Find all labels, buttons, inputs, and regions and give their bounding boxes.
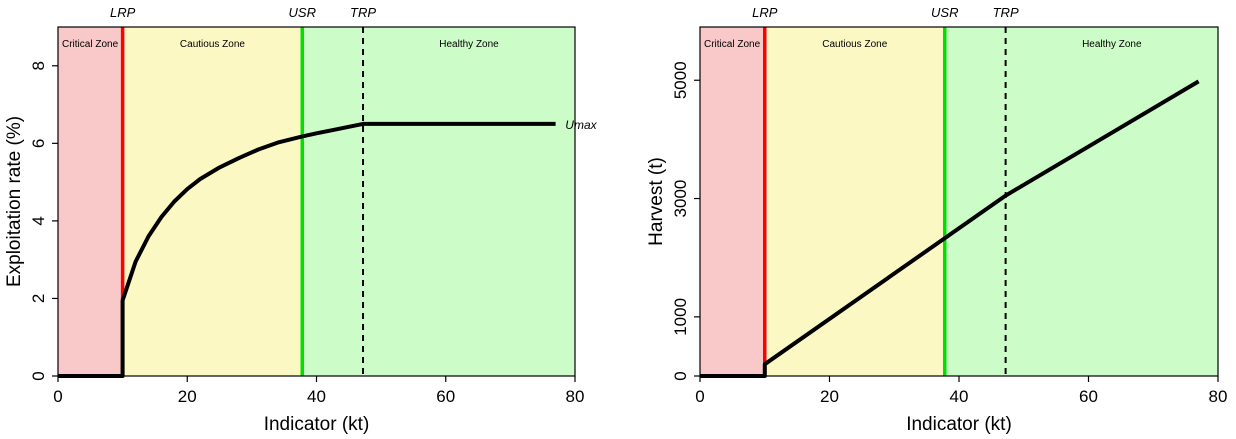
panel-harvest: Critical Zone Cautious Zone Healthy Zone LR…: [646, 5, 1227, 435]
x-tick-label: 60: [436, 387, 455, 406]
x-tick-label: 40: [950, 387, 969, 406]
x-tick-label: 80: [566, 387, 585, 406]
zone-label-cautious-zone: Cautious Zone: [180, 39, 245, 50]
annotation-umax: Umax: [565, 118, 597, 132]
x-tick-label: 80: [1209, 387, 1228, 406]
y-tick-label: 2: [29, 294, 48, 303]
zone-healthy-zone: [302, 27, 575, 376]
y-axis-title: Exploitation rate (%): [4, 116, 25, 287]
x-tick-label: 20: [178, 387, 197, 406]
trp-label: TRP: [350, 5, 376, 20]
zone-label-healthy-zone: Healthy Zone: [1082, 39, 1142, 50]
y-tick-label: 6: [29, 139, 48, 148]
y-tick-label: 0: [29, 371, 48, 380]
zone-critical-zone: [58, 27, 123, 376]
zone-cautious-zone: [764, 27, 945, 376]
y-tick-label: 0: [671, 371, 690, 380]
y-axis-title: Harvest (t): [646, 157, 667, 246]
zone-label-critical-zone: Critical Zone: [704, 39, 761, 50]
x-tick-label: 0: [695, 387, 704, 406]
zone-label-cautious-zone: Cautious Zone: [822, 39, 887, 50]
y-tick-label: 4: [29, 216, 48, 225]
x-tick-label: 20: [820, 387, 839, 406]
x-axis-title: Indicator (kt): [906, 414, 1012, 435]
zone-critical-zone: [700, 27, 765, 376]
x-tick-label: 40: [307, 387, 326, 406]
zone-label-healthy-zone: Healthy Zone: [439, 39, 499, 50]
panel-exploitation-rate: Critical Zone Cautious Zone Healthy Zone LR…: [4, 5, 598, 435]
lrp-label: LRP: [110, 5, 136, 20]
x-axis-title: Indicator (kt): [264, 414, 370, 435]
hcr-series-line: [58, 121, 556, 378]
x-tick-label: 60: [1079, 387, 1098, 406]
zone-healthy-zone: [944, 27, 1218, 376]
x-tick-label: 0: [53, 387, 62, 406]
usr-label: USR: [931, 5, 958, 20]
zone-cautious-zone: [122, 27, 303, 376]
y-tick-label: 5000: [671, 61, 690, 99]
lrp-label: LRP: [752, 5, 778, 20]
trp-label: TRP: [993, 5, 1019, 20]
usr-label: USR: [289, 5, 316, 20]
zone-label-critical-zone: Critical Zone: [62, 39, 119, 50]
y-tick-label: 1000: [671, 298, 690, 336]
y-tick-label: 8: [29, 61, 48, 70]
y-tick-label: 3000: [671, 180, 690, 218]
